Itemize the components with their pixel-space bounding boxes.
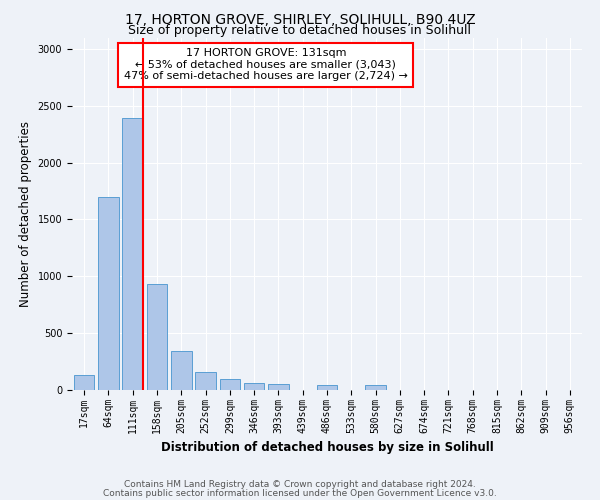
Bar [122, 118, 143, 390]
Y-axis label: Number of detached properties: Number of detached properties [19, 120, 32, 306]
Text: 17, HORTON GROVE, SHIRLEY, SOLIHULL, B90 4UZ: 17, HORTON GROVE, SHIRLEY, SOLIHULL, B90… [125, 12, 475, 26]
Bar [171, 352, 191, 390]
Bar [244, 383, 265, 390]
Bar [268, 384, 289, 390]
Bar [98, 196, 119, 390]
Text: 17 HORTON GROVE: 131sqm
← 53% of detached houses are smaller (3,043)
47% of semi: 17 HORTON GROVE: 131sqm ← 53% of detache… [124, 48, 408, 82]
Bar [195, 372, 216, 390]
Bar [74, 375, 94, 390]
Text: Contains public sector information licensed under the Open Government Licence v3: Contains public sector information licen… [103, 489, 497, 498]
X-axis label: Distribution of detached houses by size in Solihull: Distribution of detached houses by size … [161, 441, 493, 454]
Bar [220, 379, 240, 390]
Bar [146, 284, 167, 390]
Bar [365, 386, 386, 390]
Text: Size of property relative to detached houses in Solihull: Size of property relative to detached ho… [128, 24, 472, 37]
Bar [317, 386, 337, 390]
Text: Contains HM Land Registry data © Crown copyright and database right 2024.: Contains HM Land Registry data © Crown c… [124, 480, 476, 489]
